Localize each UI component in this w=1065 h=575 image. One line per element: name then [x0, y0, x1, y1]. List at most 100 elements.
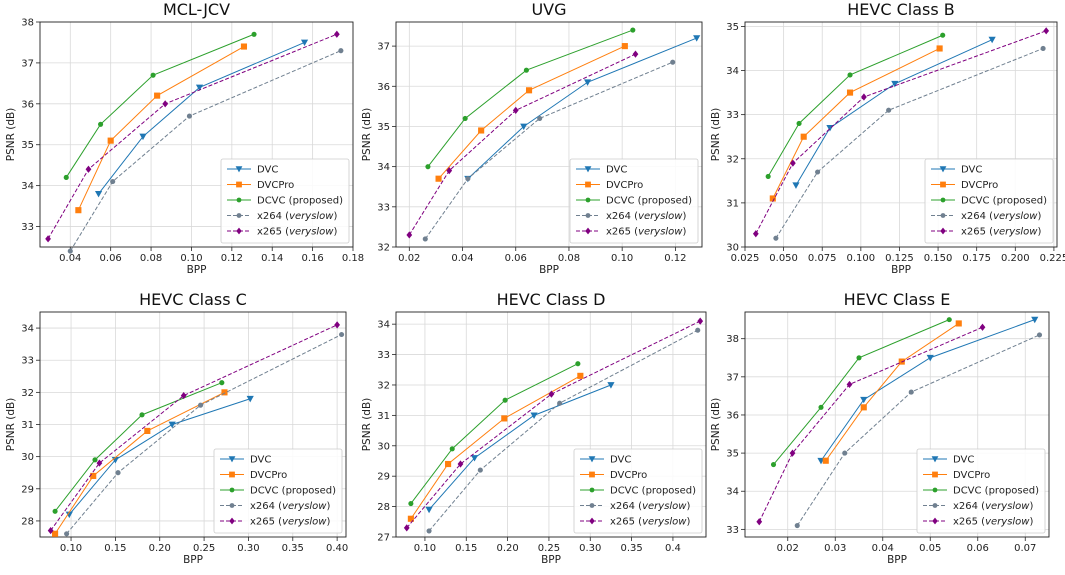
data-point	[525, 87, 533, 94]
y-tick-label: 34	[377, 162, 390, 173]
legend-entry: DVCPro	[257, 180, 294, 191]
x-tick-label: 0.200	[1001, 253, 1030, 264]
legend-entry: DCVC (proposed)	[953, 486, 1039, 497]
legend-marker	[229, 517, 235, 525]
data-point	[334, 321, 341, 329]
legend-marker	[940, 181, 946, 188]
data-point	[926, 354, 934, 362]
x-axis-label: BPP	[887, 554, 907, 566]
series-x264	[426, 327, 701, 534]
x-tick-label: 0.225	[1040, 253, 1065, 264]
series-line	[775, 48, 1044, 239]
data-point	[251, 31, 257, 37]
legend-marker	[588, 456, 596, 463]
data-point	[446, 167, 453, 175]
series-dcvc-proposed	[765, 32, 946, 179]
x-tick-label: 0.30	[237, 543, 259, 554]
data-point	[477, 467, 483, 473]
y-tick-label: 35	[726, 22, 739, 33]
chart-title: HEVC Class B	[847, 0, 955, 19]
legend-entry: DVCPro	[953, 470, 990, 481]
data-point	[523, 67, 529, 73]
x-tick-label: 0.05	[919, 543, 941, 554]
legend-marker	[585, 213, 591, 218]
data-point	[470, 455, 479, 462]
x-tick-label: 0.06	[100, 253, 122, 264]
legend-entry: DVCPro	[610, 470, 647, 481]
data-point	[530, 412, 538, 419]
data-point	[150, 72, 156, 78]
data-point	[422, 236, 428, 242]
data-point	[162, 100, 169, 108]
data-point	[794, 522, 800, 529]
series-line	[820, 319, 1035, 462]
legend-marker	[585, 181, 591, 188]
y-tick-label: 32	[21, 388, 34, 399]
chart-title: MCL-JCV	[163, 0, 230, 19]
x-tick-label: 0.06	[967, 543, 989, 554]
data-point	[697, 317, 704, 325]
data-point	[621, 43, 628, 50]
legend-entry: x265 (veryslow)	[257, 227, 337, 238]
data-point	[1036, 332, 1043, 338]
chart-panel-4: HEVC Class C 0.10 0.15 0.20 0.25 0.30 0.35 0.40…	[5, 290, 348, 566]
legend-marker	[932, 517, 938, 525]
legend: DVC DVCPro DCVC (proposed) x264 (veryslow) x…	[924, 158, 1054, 244]
legend-entry: x264 (veryslow)	[961, 211, 1041, 222]
data-point	[860, 404, 867, 411]
y-tick-label: 36	[377, 82, 390, 93]
legend-marker	[589, 471, 595, 478]
series-dcvc-proposed	[408, 361, 581, 507]
data-point	[800, 133, 807, 140]
y-tick-label: 28	[21, 516, 34, 527]
series-x265	[45, 30, 340, 243]
y-tick-label: 32	[377, 243, 390, 254]
x-tick-label: 0.4	[665, 543, 681, 554]
data-point	[765, 173, 771, 179]
data-point	[154, 92, 161, 99]
legend-marker	[940, 213, 946, 218]
y-tick-label: 31	[726, 198, 739, 209]
series-x264	[422, 59, 676, 242]
legend-marker	[236, 181, 242, 188]
series-line	[68, 398, 251, 515]
data-point	[403, 524, 410, 532]
legend-marker	[589, 503, 595, 508]
chart-title: HEVC Class C	[139, 290, 247, 309]
plot-frame	[39, 311, 347, 538]
y-tick-label: 31	[377, 411, 390, 422]
x-tick-label: 0.15	[104, 543, 126, 554]
data-point	[107, 137, 114, 144]
x-tick-label: 0.02	[777, 543, 799, 554]
y-tick-label: 30	[21, 452, 34, 463]
data-point	[846, 89, 854, 96]
data-point	[630, 27, 636, 33]
x-tick-label: 0.12	[221, 253, 243, 264]
legend-marker	[931, 456, 939, 463]
data-point	[94, 190, 103, 198]
series-line	[77, 46, 245, 211]
legend-marker	[940, 197, 946, 203]
data-point	[246, 395, 254, 403]
series-line	[767, 34, 943, 177]
legend-entry: DVC	[953, 455, 974, 466]
x-tick-label: 0.25	[538, 543, 560, 554]
y-tick-label: 33	[726, 525, 739, 536]
y-axis-label: PSNR (dB)	[5, 398, 17, 452]
y-tick-label: 34	[377, 320, 390, 331]
series-line	[69, 50, 342, 252]
data-point	[47, 526, 54, 535]
data-point	[695, 327, 701, 333]
x-tick-label: 0.15	[455, 543, 477, 554]
legend-marker	[584, 166, 592, 173]
legend-entry: DCVC (proposed)	[610, 486, 696, 497]
series-dvcpro	[769, 45, 943, 202]
data-point	[861, 93, 867, 101]
legend-entry: x264 (veryslow)	[953, 501, 1033, 512]
series-dvc	[94, 39, 309, 198]
series-line	[410, 363, 579, 504]
x-tick-label: 0.08	[140, 253, 162, 264]
legend-entry: DVCPro	[606, 180, 643, 191]
data-point	[1040, 45, 1046, 52]
